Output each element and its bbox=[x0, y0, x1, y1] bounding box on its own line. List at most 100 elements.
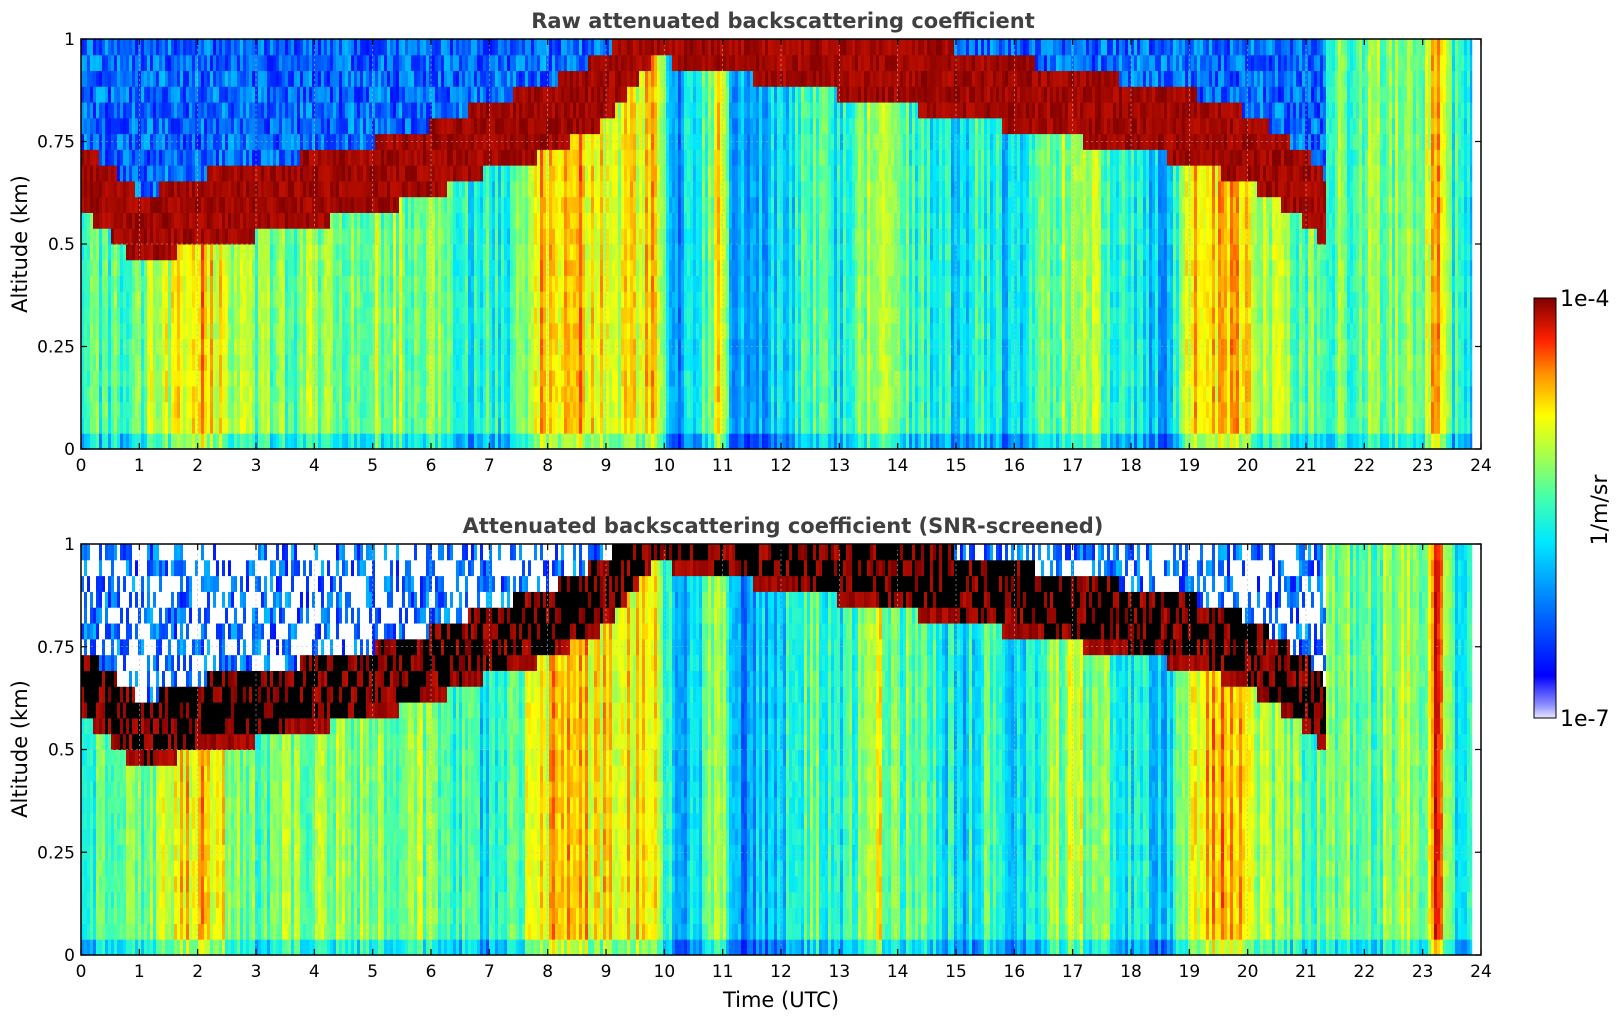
heatmap-cell bbox=[192, 417, 196, 433]
heatmap-cell bbox=[90, 291, 94, 307]
heatmap-cell bbox=[366, 102, 370, 118]
heatmap-cell bbox=[387, 149, 391, 165]
heatmap-cell bbox=[633, 386, 637, 402]
heatmap-cell bbox=[513, 386, 517, 402]
heatmap-cell bbox=[300, 149, 304, 165]
heatmap-cell bbox=[225, 260, 229, 276]
heatmap-cell bbox=[216, 149, 220, 165]
heatmap-cell bbox=[207, 323, 211, 339]
heatmap-cell bbox=[546, 244, 550, 260]
heatmap-cell bbox=[132, 118, 136, 134]
heatmap-cell bbox=[657, 386, 661, 402]
heatmap-cell bbox=[606, 354, 610, 370]
heatmap-cell bbox=[381, 276, 385, 292]
heatmap-cell bbox=[156, 354, 160, 370]
heatmap-cell bbox=[249, 228, 253, 244]
heatmap-cell bbox=[261, 212, 265, 228]
heatmap-cell bbox=[474, 307, 478, 323]
heatmap-cell bbox=[552, 228, 556, 244]
heatmap-cell bbox=[438, 370, 442, 386]
heatmap-cell bbox=[207, 181, 211, 197]
heatmap-cell bbox=[285, 402, 289, 418]
heatmap-cell bbox=[423, 86, 427, 102]
heatmap-cell bbox=[132, 244, 136, 260]
heatmap-cell bbox=[279, 228, 283, 244]
heatmap-cell bbox=[99, 181, 103, 197]
heatmap-cell bbox=[417, 212, 421, 228]
heatmap-cell bbox=[429, 149, 433, 165]
heatmap-cell bbox=[450, 39, 454, 55]
heatmap-cell bbox=[381, 417, 385, 433]
heatmap-cell bbox=[435, 228, 439, 244]
heatmap-cell bbox=[585, 244, 589, 260]
heatmap-cell bbox=[642, 386, 646, 402]
heatmap-cell bbox=[459, 370, 463, 386]
heatmap-cell bbox=[141, 212, 145, 228]
heatmap-cell bbox=[234, 370, 238, 386]
heatmap-cell bbox=[258, 417, 262, 433]
heatmap-cell bbox=[96, 212, 100, 228]
heatmap-cell bbox=[552, 323, 556, 339]
heatmap-cell bbox=[210, 165, 214, 181]
heatmap-cell bbox=[645, 71, 649, 87]
heatmap-cell bbox=[432, 433, 436, 449]
heatmap-cell bbox=[123, 86, 127, 102]
heatmap-cell bbox=[300, 86, 304, 102]
heatmap-cell bbox=[132, 417, 136, 433]
heatmap-cell bbox=[591, 276, 595, 292]
heatmap-cell bbox=[288, 244, 292, 260]
heatmap-cell bbox=[612, 402, 616, 418]
heatmap-cell bbox=[102, 212, 106, 228]
heatmap-cell bbox=[534, 386, 538, 402]
heatmap-cell bbox=[147, 228, 151, 244]
heatmap-cell bbox=[99, 102, 103, 118]
heatmap-cell bbox=[345, 260, 349, 276]
heatmap-cell bbox=[558, 134, 562, 150]
heatmap-cell bbox=[294, 323, 298, 339]
heatmap-cell bbox=[327, 260, 331, 276]
heatmap-cell bbox=[204, 55, 208, 71]
heatmap-cell bbox=[564, 55, 568, 71]
heatmap-cell bbox=[93, 55, 97, 71]
heatmap-cell bbox=[543, 165, 547, 181]
heatmap-cell bbox=[465, 370, 469, 386]
heatmap-cell bbox=[204, 39, 208, 55]
heatmap-cell bbox=[210, 323, 214, 339]
heatmap-cell bbox=[276, 433, 280, 449]
heatmap-cell bbox=[321, 71, 325, 87]
heatmap-cell bbox=[144, 370, 148, 386]
heatmap-cell bbox=[489, 55, 493, 71]
heatmap-cell bbox=[285, 39, 289, 55]
heatmap-cell bbox=[198, 55, 202, 71]
heatmap-cell bbox=[639, 386, 643, 402]
heatmap-cell bbox=[642, 291, 646, 307]
heatmap-cell bbox=[639, 291, 643, 307]
heatmap-cell bbox=[639, 102, 643, 118]
heatmap-cell bbox=[501, 307, 505, 323]
heatmap-cell bbox=[645, 149, 649, 165]
heatmap-cell bbox=[477, 71, 481, 87]
heatmap-cell bbox=[114, 291, 118, 307]
heatmap-cell bbox=[615, 165, 619, 181]
heatmap-cell bbox=[357, 386, 361, 402]
heatmap-cell bbox=[135, 433, 139, 449]
heatmap-cell bbox=[141, 307, 145, 323]
heatmap-cell bbox=[381, 118, 385, 134]
heatmap-cell bbox=[582, 212, 586, 228]
heatmap-cell bbox=[198, 39, 202, 55]
heatmap-cell bbox=[624, 260, 628, 276]
heatmap-cell bbox=[231, 370, 235, 386]
heatmap-cell bbox=[444, 71, 448, 87]
heatmap-cell bbox=[447, 71, 451, 87]
heatmap-cell bbox=[453, 86, 457, 102]
heatmap-cell bbox=[219, 181, 223, 197]
heatmap-cell bbox=[120, 197, 124, 213]
heatmap-cell bbox=[369, 354, 373, 370]
heatmap-cell bbox=[249, 307, 253, 323]
heatmap-cell bbox=[444, 370, 448, 386]
heatmap-cell bbox=[138, 212, 142, 228]
heatmap-cell bbox=[114, 244, 118, 260]
heatmap-cell bbox=[417, 149, 421, 165]
heatmap-cell bbox=[453, 134, 457, 150]
heatmap-cell bbox=[333, 86, 337, 102]
